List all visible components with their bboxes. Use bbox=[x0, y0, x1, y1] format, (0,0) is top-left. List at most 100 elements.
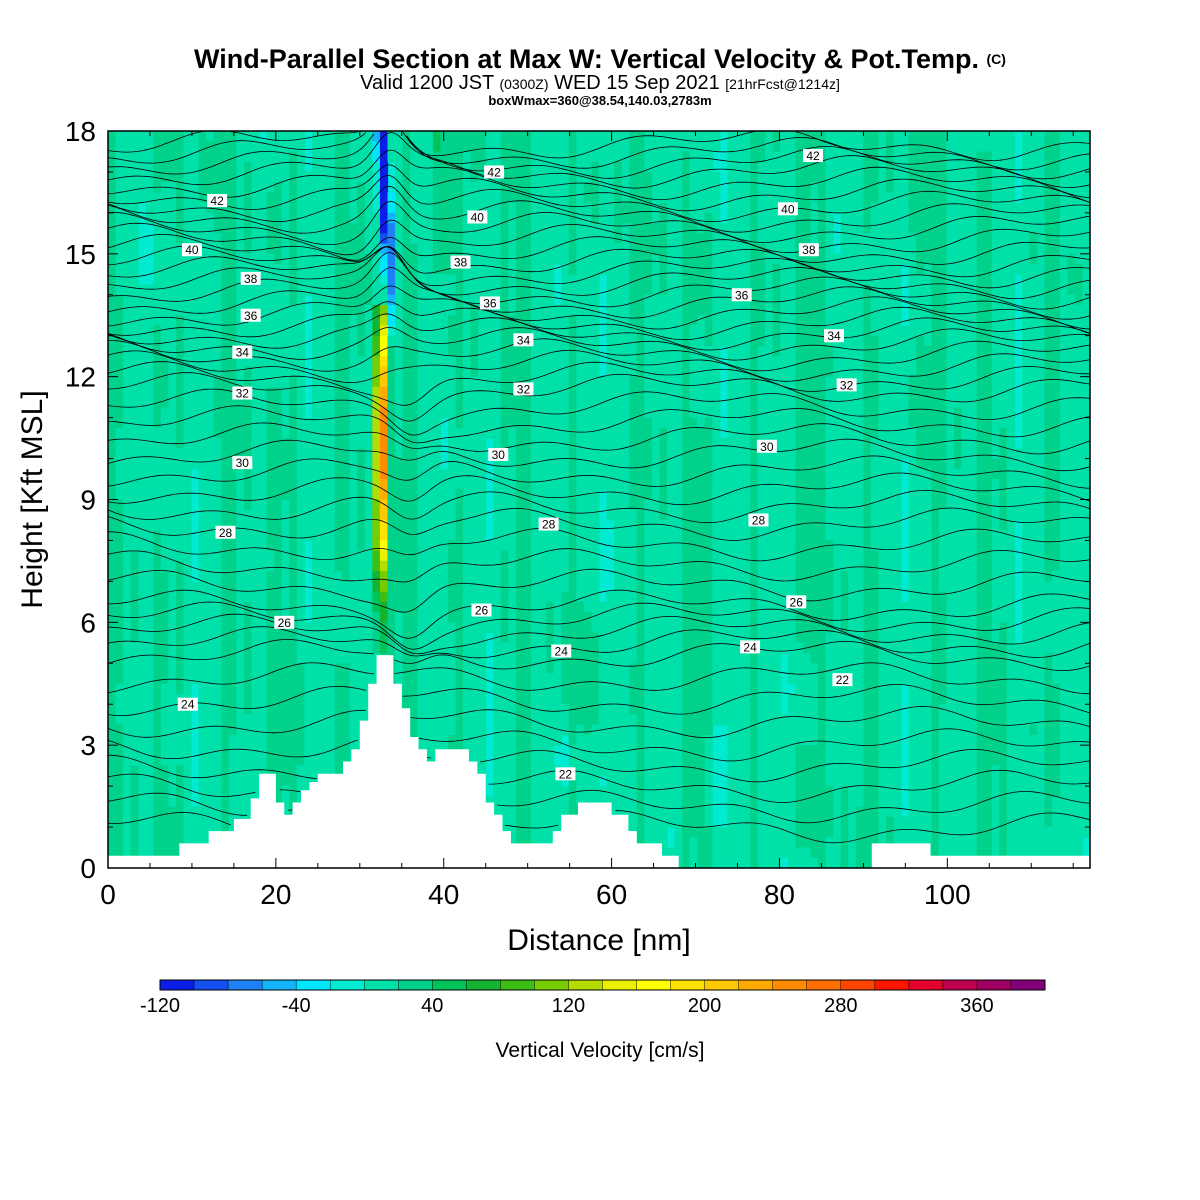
velocity-cell bbox=[1059, 499, 1068, 511]
velocity-cell bbox=[115, 509, 124, 521]
velocity-cell bbox=[357, 366, 366, 378]
velocity-cell bbox=[1006, 345, 1016, 357]
velocity-cell bbox=[531, 305, 540, 316]
velocity-cell bbox=[342, 397, 351, 408]
velocity-cell bbox=[697, 294, 706, 306]
velocity-cell bbox=[1052, 366, 1061, 378]
velocity-cell bbox=[712, 458, 721, 470]
velocity-cell bbox=[402, 141, 411, 153]
velocity-cell bbox=[485, 141, 494, 153]
velocity-cell bbox=[296, 131, 305, 142]
velocity-cell bbox=[765, 448, 774, 460]
velocity-cell bbox=[425, 448, 434, 460]
velocity-cell bbox=[734, 192, 744, 204]
velocity-cell bbox=[666, 407, 676, 419]
velocity-cell bbox=[682, 264, 691, 275]
velocity-cell bbox=[432, 325, 441, 337]
velocity-cell bbox=[946, 223, 955, 234]
velocity-cell bbox=[734, 376, 744, 388]
velocity-cell bbox=[138, 335, 147, 347]
velocity-cell bbox=[523, 530, 532, 542]
velocity-cell bbox=[138, 182, 147, 194]
velocity-cell bbox=[757, 192, 766, 204]
velocity-cell bbox=[757, 315, 766, 327]
velocity-cell bbox=[772, 315, 781, 327]
velocity-cell bbox=[991, 386, 1000, 398]
velocity-cell bbox=[908, 223, 917, 234]
velocity-cell bbox=[372, 264, 381, 275]
velocity-cell bbox=[402, 243, 411, 255]
velocity-cell bbox=[757, 335, 766, 347]
velocity-cell bbox=[417, 253, 426, 265]
velocity-cell bbox=[704, 274, 713, 286]
velocity-cell bbox=[493, 223, 502, 234]
velocity-cell bbox=[296, 223, 305, 234]
velocity-cell bbox=[364, 509, 373, 521]
velocity-cell bbox=[259, 345, 268, 357]
velocity-cell bbox=[863, 386, 872, 398]
velocity-cell bbox=[1082, 335, 1091, 347]
velocity-cell bbox=[621, 458, 630, 470]
velocity-cell bbox=[1029, 171, 1038, 183]
velocity-cell bbox=[274, 427, 283, 439]
velocity-cell bbox=[576, 366, 585, 378]
velocity-cell bbox=[1052, 417, 1061, 429]
velocity-cell bbox=[780, 274, 789, 286]
velocity-cell bbox=[175, 305, 185, 316]
velocity-cell bbox=[108, 397, 117, 408]
velocity-cell bbox=[1082, 212, 1091, 224]
velocity-cell bbox=[1044, 448, 1053, 460]
velocity-cell bbox=[145, 386, 154, 398]
velocity-cell bbox=[659, 264, 668, 275]
velocity-cell bbox=[961, 458, 970, 470]
velocity-cell bbox=[742, 509, 751, 521]
velocity-cell bbox=[493, 530, 502, 542]
velocity-cell bbox=[553, 489, 562, 501]
velocity-cell bbox=[689, 345, 698, 357]
velocity-cell bbox=[379, 182, 389, 194]
velocity-cell bbox=[198, 438, 207, 449]
velocity-cell bbox=[719, 519, 729, 531]
velocity-cell bbox=[976, 294, 985, 306]
velocity-cell bbox=[281, 294, 290, 306]
velocity-cell bbox=[697, 315, 706, 327]
velocity-cell bbox=[123, 509, 132, 521]
velocity-cell bbox=[614, 274, 623, 286]
velocity-cell bbox=[802, 294, 812, 306]
velocity-cell bbox=[319, 366, 328, 378]
velocity-cell bbox=[931, 294, 940, 306]
velocity-cell bbox=[765, 366, 774, 378]
velocity-cell bbox=[954, 438, 963, 449]
velocity-cell bbox=[719, 223, 729, 234]
velocity-cell bbox=[727, 212, 736, 224]
velocity-cell bbox=[825, 305, 834, 316]
velocity-cell bbox=[636, 264, 645, 275]
velocity-cell bbox=[342, 131, 351, 142]
velocity-cell bbox=[734, 131, 744, 142]
velocity-cell bbox=[319, 171, 328, 183]
velocity-cell bbox=[1052, 489, 1061, 501]
velocity-cell bbox=[538, 264, 547, 275]
velocity-cell bbox=[221, 131, 230, 142]
velocity-cell bbox=[402, 223, 411, 234]
velocity-cell bbox=[145, 284, 154, 296]
velocity-cell bbox=[410, 335, 419, 347]
velocity-cell bbox=[870, 171, 880, 183]
velocity-cell bbox=[463, 223, 472, 234]
velocity-cell bbox=[274, 366, 283, 378]
velocity-cell bbox=[251, 438, 260, 449]
velocity-cell bbox=[175, 427, 185, 439]
velocity-cell bbox=[425, 356, 434, 368]
velocity-cell bbox=[969, 212, 978, 224]
velocity-cell bbox=[198, 489, 207, 501]
velocity-cell bbox=[863, 479, 872, 490]
velocity-cell bbox=[636, 489, 645, 501]
velocity-cell bbox=[478, 151, 487, 163]
velocity-cell bbox=[274, 335, 283, 347]
valid-utc: (0300Z) bbox=[499, 76, 549, 92]
velocity-cell bbox=[281, 171, 290, 183]
velocity-cell bbox=[440, 223, 449, 234]
velocity-cell bbox=[357, 468, 366, 480]
velocity-cell bbox=[886, 417, 895, 429]
velocity-cell bbox=[500, 376, 509, 388]
